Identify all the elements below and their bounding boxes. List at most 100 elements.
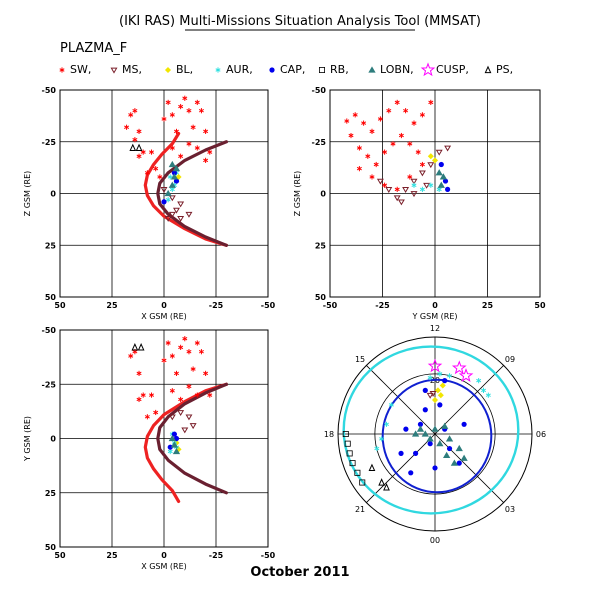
- data-point-stroke: [136, 397, 142, 402]
- data-point-stroke: [144, 415, 150, 419]
- data-point-stroke: [173, 129, 179, 134]
- data-point-stroke: [178, 397, 184, 402]
- series-lobn: [435, 169, 448, 188]
- data-point: [178, 153, 184, 159]
- data-point: [434, 387, 441, 394]
- data-point: [369, 128, 375, 134]
- data-point: [194, 340, 200, 346]
- series-aur: [411, 182, 442, 192]
- data-point: [428, 99, 434, 106]
- data-point: [132, 137, 138, 143]
- data-point-stroke: [178, 104, 184, 109]
- legend-item-rb: RB,: [318, 63, 349, 76]
- big-star-icon: [420, 62, 436, 77]
- data-point-stroke: [386, 108, 392, 113]
- data-point-stroke: [165, 197, 171, 202]
- data-point-stroke: [182, 336, 188, 341]
- legend-label: MS,: [122, 63, 142, 76]
- data-point: [419, 186, 425, 192]
- data-point: [437, 392, 444, 399]
- data-point: [132, 108, 138, 114]
- data-point: [354, 469, 361, 476]
- series-ms: [160, 187, 193, 222]
- data-point: [194, 99, 200, 106]
- data-point-stroke: [149, 150, 155, 154]
- data-point: [373, 161, 379, 168]
- data-point-stroke: [140, 150, 146, 154]
- y-tick-label: 50: [45, 543, 57, 552]
- x-tick-label: -25: [375, 301, 390, 310]
- data-point: [165, 340, 171, 346]
- data-point: [407, 174, 413, 180]
- data-point: [427, 441, 433, 447]
- data-point-stroke: [411, 183, 417, 187]
- data-point: [377, 116, 383, 122]
- data-point: [383, 483, 390, 491]
- data-point: [435, 149, 443, 156]
- data-point: [480, 387, 487, 393]
- data-point: [359, 479, 366, 486]
- asterisk-icon-stroke: [215, 68, 221, 72]
- data-point: [128, 112, 134, 118]
- data-point-stroke: [165, 100, 171, 105]
- data-point: [185, 211, 193, 218]
- model-curve: [143, 131, 228, 247]
- data-point: [429, 390, 437, 397]
- data-point-stroke: [436, 187, 442, 192]
- data-point: [418, 170, 426, 177]
- data-point: [426, 392, 434, 399]
- data-point-stroke: [388, 403, 394, 407]
- series-ps: [131, 343, 145, 351]
- y-axis-label: Y GSM (RE): [23, 416, 32, 462]
- data-point-stroke: [207, 150, 213, 154]
- data-point: [382, 149, 388, 155]
- data-point: [431, 425, 439, 432]
- data-point: [194, 392, 200, 398]
- data-point-stroke: [169, 146, 175, 150]
- data-point-stroke: [480, 388, 487, 393]
- y-tick-label: 25: [45, 489, 57, 498]
- data-point: [149, 149, 155, 155]
- y-tick-label: 50: [45, 293, 57, 302]
- x-axis-label: X GSM (RE): [141, 312, 187, 321]
- data-point: [160, 187, 168, 193]
- data-point-stroke: [190, 367, 196, 371]
- data-point: [386, 108, 392, 114]
- data-point-stroke: [203, 371, 209, 376]
- data-point: [149, 392, 155, 398]
- y-tick-label: 0: [50, 435, 56, 444]
- data-point: [131, 343, 139, 351]
- data-point: [445, 435, 454, 442]
- series-sw: [128, 336, 213, 420]
- mlt-hour-label: 03: [505, 505, 515, 514]
- data-point: [161, 357, 167, 363]
- data-point: [165, 197, 171, 203]
- data-point-stroke: [136, 129, 142, 134]
- data-point: [368, 463, 376, 472]
- plot-area: [128, 336, 228, 503]
- data-point: [385, 187, 393, 193]
- data-point: [476, 378, 482, 384]
- series-lobn: [411, 422, 468, 466]
- legend-label: SW,: [70, 63, 91, 76]
- data-point: [182, 336, 188, 342]
- data-point: [124, 124, 130, 130]
- data-point-stroke: [348, 133, 354, 138]
- data-point: [422, 407, 428, 413]
- y-tick-label: -25: [42, 380, 57, 389]
- panel-xz: 50 25 0 -25 -50 50 25 0 -25 -50 X GSM (RE) Z GSM (R…: [23, 86, 276, 321]
- polar-spoke: [366, 365, 436, 435]
- data-point: [169, 112, 175, 118]
- data-point: [185, 414, 193, 421]
- filled-circle-icon: [269, 67, 275, 73]
- data-point: [169, 388, 175, 394]
- data-point-stroke: [356, 166, 362, 171]
- y-tick-label: -25: [42, 138, 57, 147]
- data-point: [186, 383, 192, 390]
- data-point-stroke: [207, 393, 213, 397]
- series-cusp: [427, 358, 474, 382]
- x-tick-label: -50: [261, 301, 276, 310]
- y-axis-label: Z GSM (RE): [293, 171, 302, 217]
- y-axis-label: Z GSM (RE): [23, 171, 32, 217]
